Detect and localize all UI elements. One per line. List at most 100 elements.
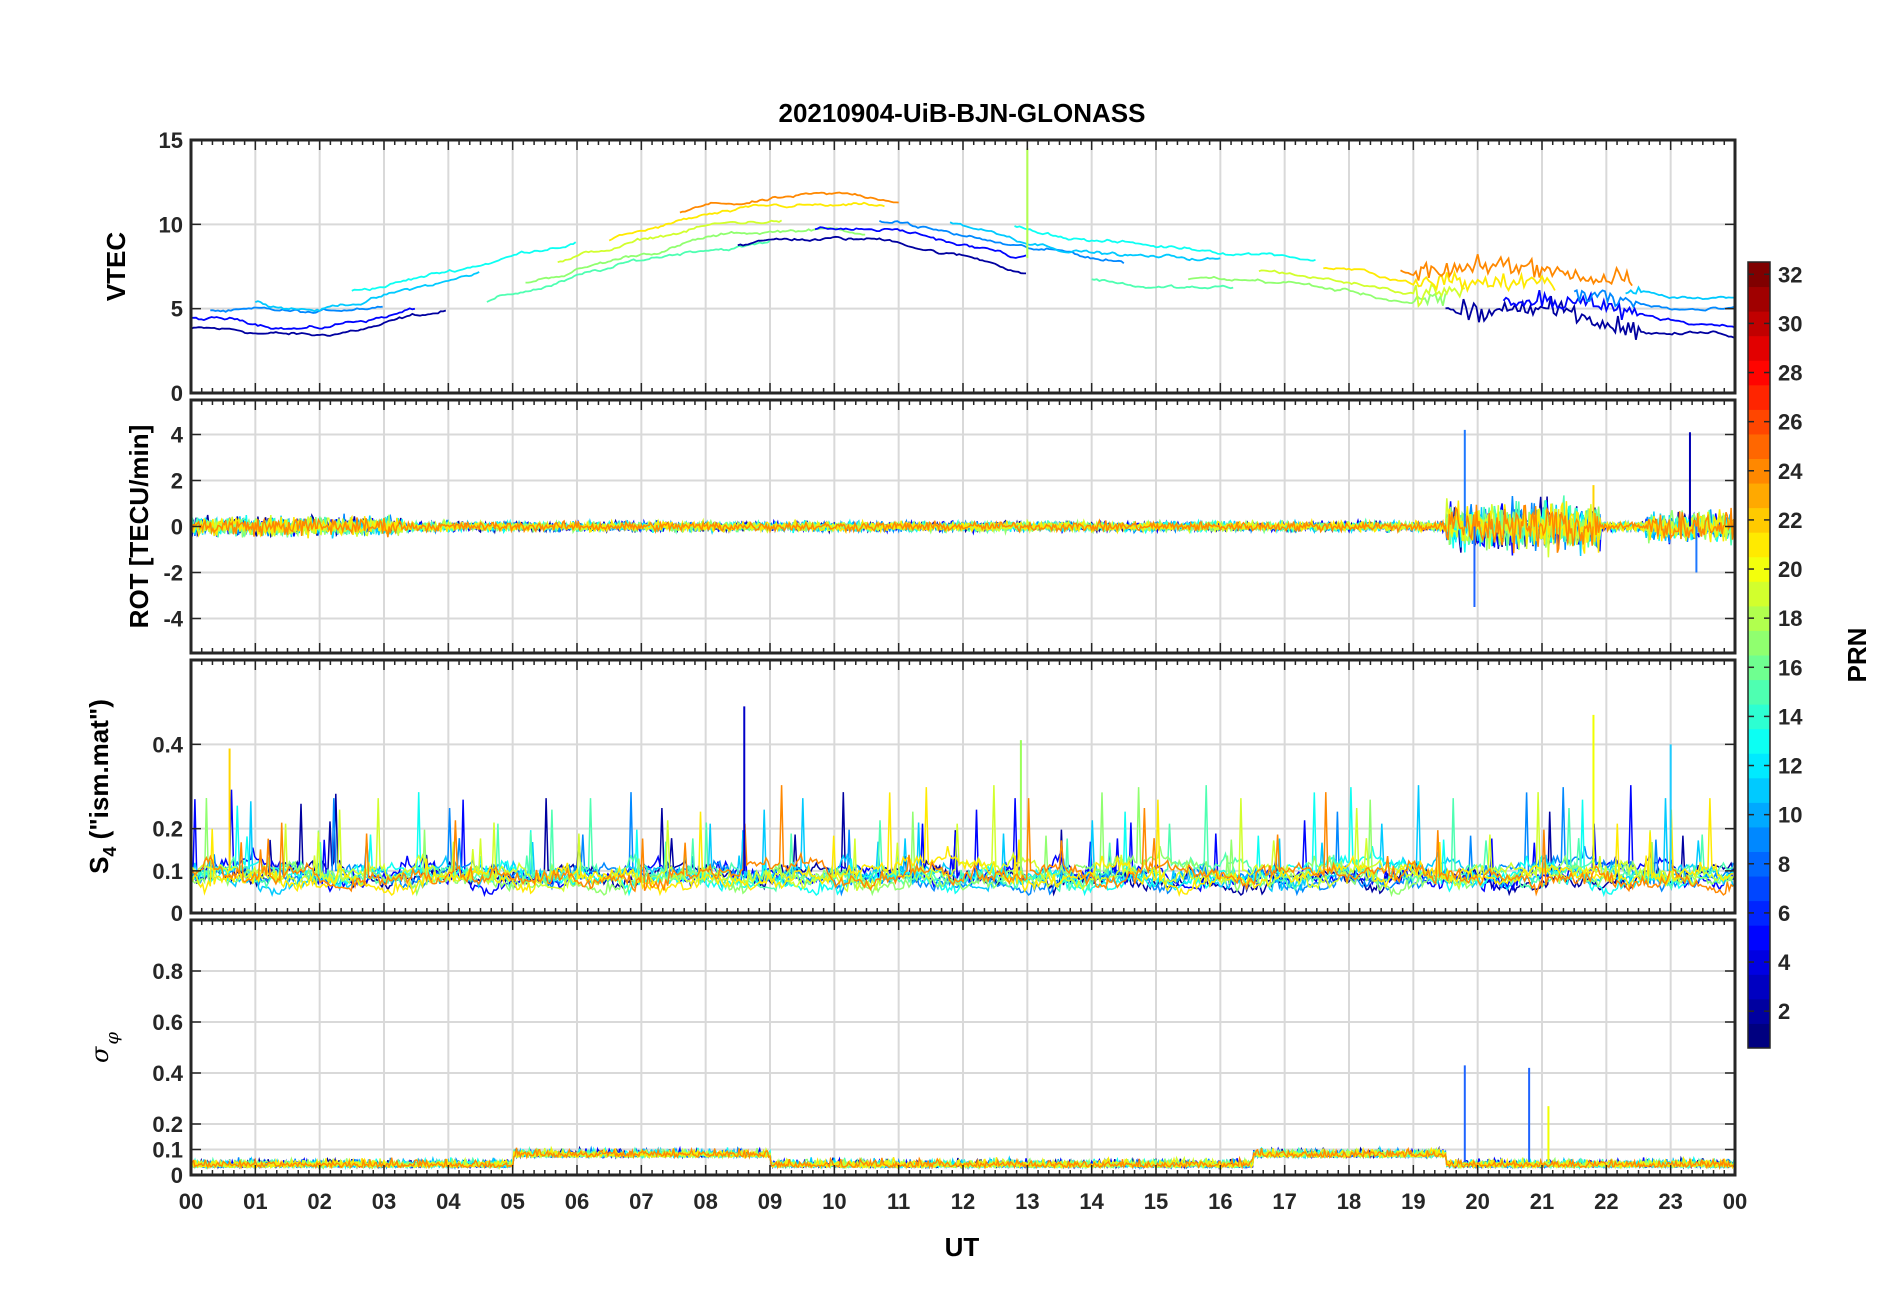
colorbar-tick-label: 16 xyxy=(1778,655,1802,680)
vtec-series xyxy=(1187,275,1447,307)
y-tick-label: 0.4 xyxy=(152,1061,183,1086)
panel-2: -4 -2 0 2 4 ROT [TECU/min] xyxy=(124,398,1737,655)
colorbar-segment xyxy=(1748,409,1770,435)
x-tick-label: 17 xyxy=(1272,1189,1296,1214)
y-tick-label: 0.2 xyxy=(152,817,183,842)
y-axis-label: ROT [TECU/min] xyxy=(124,425,154,629)
x-tick-label: 03 xyxy=(372,1189,396,1214)
colorbar-segment xyxy=(1748,360,1770,386)
x-tick-label: 20 xyxy=(1465,1189,1489,1214)
y-tick-label: 5 xyxy=(171,297,183,322)
y-tick-label: -4 xyxy=(163,607,183,632)
colorbar-segment xyxy=(1748,704,1770,730)
x-tick-label: 15 xyxy=(1144,1189,1168,1214)
colorbar-label: PRN xyxy=(1842,628,1872,683)
colorbar-segment xyxy=(1748,679,1770,705)
chart-title: 20210904-UiB-BJN-GLONASS xyxy=(778,98,1145,128)
colorbar-tick-label: 14 xyxy=(1778,704,1803,729)
vtec-series xyxy=(255,271,480,313)
vtec-series xyxy=(1014,225,1316,262)
x-tick-label: 18 xyxy=(1337,1189,1361,1214)
panel-3: 0 0.1 0.2 0.4 S4 ("ism.mat") xyxy=(84,658,1737,926)
vtec-series xyxy=(1091,278,1234,290)
vtec-series xyxy=(351,241,577,292)
colorbar-tick-label: 24 xyxy=(1778,459,1803,484)
colorbar-segment xyxy=(1748,630,1770,656)
x-tick-label: 14 xyxy=(1079,1189,1104,1214)
vtec-series xyxy=(1445,295,1735,340)
colorbar-segment xyxy=(1748,802,1770,828)
panel-1: 0 5 10 15 VTEC xyxy=(101,128,1737,406)
y-tick-label: 15 xyxy=(159,128,183,153)
x-tick-label: 09 xyxy=(758,1189,782,1214)
y-tick-label: 0 xyxy=(171,1163,183,1188)
colorbar-segment xyxy=(1748,655,1770,681)
x-tick-label: 05 xyxy=(500,1189,524,1214)
colorbar-segment xyxy=(1748,998,1770,1024)
colorbar-segment xyxy=(1748,262,1770,288)
colorbar-tick-label: 6 xyxy=(1778,901,1790,926)
x-axis-label: UT xyxy=(945,1232,980,1262)
vtec-series xyxy=(608,201,885,242)
x-tick-label: 23 xyxy=(1658,1189,1682,1214)
colorbar-tick-label: 10 xyxy=(1778,803,1802,828)
colorbar-segment xyxy=(1748,532,1770,558)
x-tick-label: 16 xyxy=(1208,1189,1232,1214)
colorbar-segment xyxy=(1748,581,1770,607)
vtec-series xyxy=(814,226,1027,259)
vtec-series xyxy=(191,307,416,330)
vtec-series xyxy=(879,219,1125,264)
colorbar-tick-label: 8 xyxy=(1778,852,1790,877)
x-tick-label: 07 xyxy=(629,1189,653,1214)
x-tick-label: 11 xyxy=(887,1189,910,1214)
colorbar-tick-label: 2 xyxy=(1778,999,1790,1024)
y-tick-label: 0 xyxy=(171,515,183,540)
colorbar-segment xyxy=(1748,311,1770,337)
vtec-series xyxy=(1573,288,1734,312)
colorbar-segment xyxy=(1748,974,1770,1000)
colorbar-tick-label: 18 xyxy=(1778,606,1802,631)
x-tick-label: 04 xyxy=(436,1189,461,1214)
vtec-series xyxy=(737,235,1026,275)
colorbar-tick-label: 22 xyxy=(1778,508,1802,533)
colorbar-segment xyxy=(1748,826,1770,852)
y-tick-label: 0 xyxy=(171,381,183,406)
colorbar-segment xyxy=(1748,949,1770,975)
colorbar-tick-label: 20 xyxy=(1778,557,1802,582)
y-tick-label: 2 xyxy=(171,469,183,494)
series-group xyxy=(191,429,1735,607)
colorbar-segment xyxy=(1748,851,1770,877)
colorbar-segment xyxy=(1748,777,1770,803)
x-tick-label: 06 xyxy=(565,1189,589,1214)
colorbar-segment xyxy=(1748,335,1770,361)
y-axis-label: S4 ("ism.mat") xyxy=(84,699,120,874)
y-axis-label: VTEC xyxy=(101,232,131,302)
series-group xyxy=(191,706,1734,898)
vtec-series xyxy=(557,219,783,264)
y-label-main: S xyxy=(84,857,114,874)
vtec-series xyxy=(949,221,1221,262)
rot-series xyxy=(191,504,1735,554)
y-tick-label: 0.4 xyxy=(152,732,183,757)
x-tick-label: 12 xyxy=(951,1189,975,1214)
y-axis-label: σφ xyxy=(86,1032,123,1063)
vtec-series xyxy=(1625,285,1734,301)
y-label-sub: φ xyxy=(102,1032,123,1045)
colorbar-segment xyxy=(1748,925,1770,951)
y-tick-label: 4 xyxy=(171,423,184,448)
colorbar-frame xyxy=(1747,261,1771,1049)
vtec-series xyxy=(679,191,899,214)
vtec-series xyxy=(486,240,771,303)
x-tick-label: 01 xyxy=(243,1189,267,1214)
vtec-series xyxy=(191,309,447,337)
vtec-series xyxy=(1323,266,1556,293)
y-tick-label: 0.1 xyxy=(152,859,183,884)
colorbar-segment xyxy=(1748,728,1770,754)
y-label-main: σ xyxy=(86,1046,114,1063)
y-tick-label: 0.1 xyxy=(152,1138,183,1163)
panel-4: 00.10.2 0.4 0.6 0.8 σφ xyxy=(86,918,1737,1188)
colorbar-segment xyxy=(1748,286,1770,312)
